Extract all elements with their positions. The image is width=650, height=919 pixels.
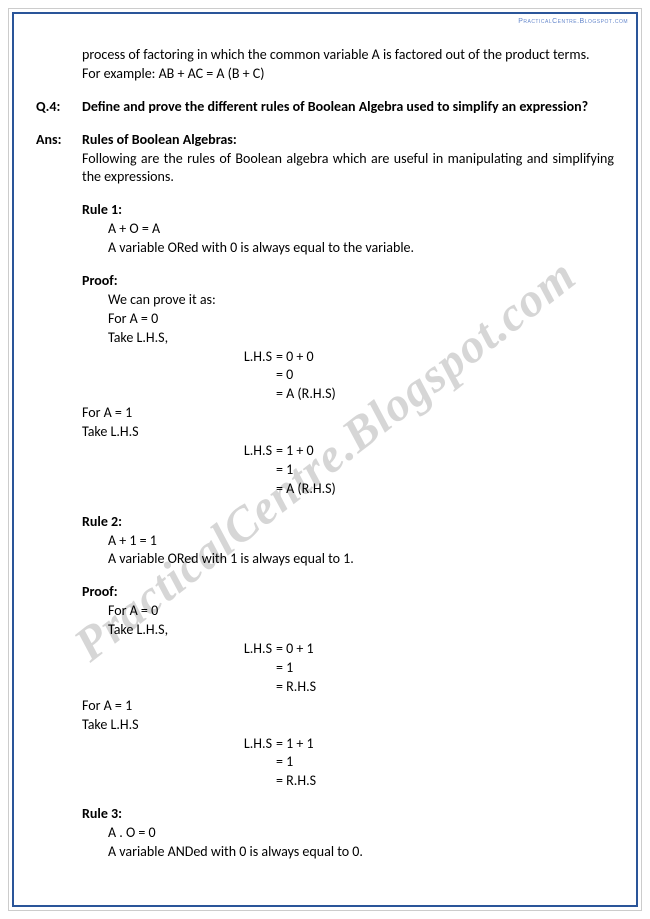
q4-label: Q.4: (36, 98, 82, 117)
header-url: PracticalCentre.Blogspot.com (518, 18, 628, 25)
rule2-title: Rule 2: (36, 513, 614, 532)
rule1-eq1: L.H.S= 0 + 0 = 0 = A (R.H.S) (36, 348, 614, 405)
ans-label: Ans: (36, 131, 82, 150)
rule2-eq2: L.H.S= 1 + 1 = 1 = R.H.S (36, 735, 614, 792)
rule1-case1a: For A = 0 (36, 310, 614, 329)
rule1-desc: A variable ORed with 0 is always equal t… (36, 239, 614, 258)
rule1-proof-intro: We can prove it as: (36, 291, 614, 310)
rule2-case2b: Take L.H.S (36, 716, 614, 735)
rule1-case2a: For A = 1 (36, 404, 614, 423)
rule2-proof-label: Proof: (36, 583, 614, 602)
rule2-eq1: L.H.S= 0 + 1 = 1 = R.H.S (36, 640, 614, 697)
ans-text: Following are the rules of Boolean algeb… (36, 150, 614, 188)
rule1-proof-label: Proof: (36, 272, 614, 291)
rule1-case2b: Take L.H.S (36, 423, 614, 442)
answer-heading-row: Ans: Rules of Boolean Algebras: (36, 131, 614, 150)
rule2-case1a: For A = 0 (36, 602, 614, 621)
q4-text: Define and prove the different rules of … (82, 98, 614, 117)
question-4: Q.4: Define and prove the different rule… (36, 98, 614, 117)
rule1-expr: A + O = A (36, 220, 614, 239)
rule2-case2a: For A = 1 (36, 697, 614, 716)
intro-line1: process of factoring in which the common… (36, 46, 614, 65)
rule2-case1b: Take L.H.S, (36, 621, 614, 640)
rule2-expr: A + 1 = 1 (36, 532, 614, 551)
rule3-expr: A . O = 0 (36, 824, 614, 843)
ans-heading: Rules of Boolean Algebras: (82, 131, 614, 150)
document-body: process of factoring in which the common… (36, 46, 614, 899)
rule3-title: Rule 3: (36, 805, 614, 824)
rule1-eq2: L.H.S= 1 + 0 = 1 = A (R.H.S) (36, 442, 614, 499)
rule3-desc: A variable ANDed with 0 is always equal … (36, 843, 614, 862)
rule1-case1b: Take L.H.S, (36, 329, 614, 348)
rule1-title: Rule 1: (36, 201, 614, 220)
intro-line2: For example: AB + AC = A (B + C) (36, 65, 614, 84)
rule2-desc: A variable ORed with 1 is always equal t… (36, 550, 614, 569)
